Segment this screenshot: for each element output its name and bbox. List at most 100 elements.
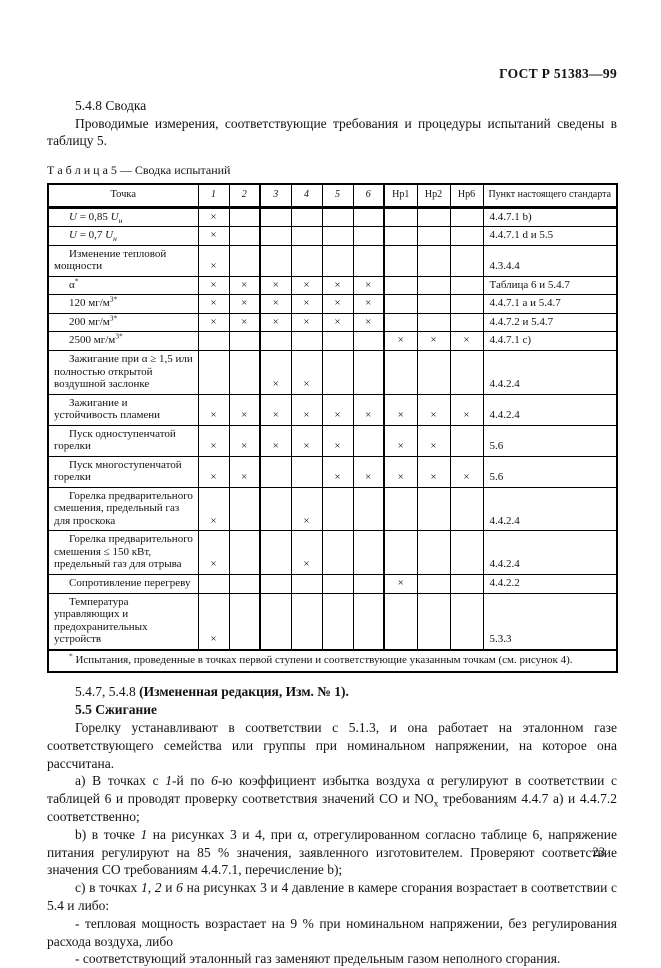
mark-cell: × — [290, 294, 323, 314]
column-header-2: 2 — [228, 183, 261, 209]
empty-cell — [449, 350, 484, 395]
empty-cell — [228, 226, 261, 246]
table-row: Горелка предварительного смешения ≤ 150 … — [47, 530, 618, 575]
row-clause: 4.4.7.2 и 5.4.7 — [482, 312, 618, 333]
row-label: 2500 мг/м3* — [47, 331, 199, 352]
empty-cell — [321, 530, 354, 575]
empty-cell — [352, 331, 385, 352]
empty-cell — [383, 312, 418, 333]
empty-cell — [259, 206, 292, 228]
row-label: 200 мг/м3* — [47, 312, 199, 333]
empty-cell — [383, 294, 418, 314]
empty-cell — [352, 530, 385, 575]
table-row: Горелка предварительного смешения, преде… — [47, 486, 618, 532]
empty-cell — [449, 312, 484, 333]
column-header-Нр2: Нр2 — [416, 183, 451, 209]
mark-cell: × — [449, 393, 484, 426]
column-header-point: Точка — [47, 183, 199, 209]
empty-cell — [449, 573, 484, 594]
mark-cell: × — [259, 424, 292, 457]
table-caption: Т а б л и ц а 5 — Сводка испытаний — [47, 163, 231, 178]
mark-cell: × — [290, 486, 323, 532]
mark-cell: × — [290, 424, 323, 457]
amendment-refs: 5.4.7, 5.4.8 — [75, 683, 140, 699]
table-row: Температура управляющих и предохранитель… — [47, 592, 618, 651]
row-clause: 5.6 — [482, 424, 618, 457]
mark-cell: × — [197, 530, 230, 575]
row-label: Изменение тепловой мощности — [47, 244, 199, 277]
body-paragraph: а) В точках с 1-й по 6-ю коэффициент изб… — [47, 773, 617, 824]
body-paragraphs: Горелку устанавливают в соответствии с 5… — [47, 719, 617, 968]
mark-cell: × — [197, 206, 230, 228]
mark-cell: × — [197, 424, 230, 457]
mark-cell: × — [290, 530, 323, 575]
row-label: U = 0,7 Uн — [47, 226, 199, 246]
mark-cell: × — [352, 455, 385, 488]
mark-cell: × — [290, 350, 323, 395]
mark-cell: × — [449, 455, 484, 488]
mark-cell: × — [352, 393, 385, 426]
empty-cell — [228, 206, 261, 228]
table-header-row: Точка 1 2 3 4 5 6 Нр1 Нр2 Нр6 Пункт настоящего ста… — [47, 183, 618, 209]
table-row: 120 мг/м3* × × × × × × 4.4.7.1 а и 5.4.7 — [47, 294, 618, 314]
empty-cell — [416, 226, 451, 246]
row-clause: 4.4.7.1 d и 5.5 — [482, 226, 618, 246]
empty-cell — [290, 573, 323, 594]
mark-cell: × — [197, 455, 230, 488]
empty-cell — [352, 226, 385, 246]
empty-cell — [352, 206, 385, 228]
empty-cell — [416, 486, 451, 532]
mark-cell: × — [228, 424, 261, 457]
empty-cell — [290, 455, 323, 488]
mark-cell: × — [197, 393, 230, 426]
empty-cell — [352, 486, 385, 532]
empty-cell — [352, 244, 385, 277]
empty-cell — [321, 206, 354, 228]
empty-cell — [290, 331, 323, 352]
empty-cell — [416, 592, 451, 651]
row-label: Зажигание при α ≥ 1,5 или полностью откр… — [47, 350, 199, 395]
empty-cell — [383, 486, 418, 532]
body-paragraph: Горелку устанавливают в соответствии с 5… — [47, 719, 617, 771]
empty-cell — [449, 226, 484, 246]
empty-cell — [321, 331, 354, 352]
mark-cell: × — [383, 393, 418, 426]
empty-cell — [321, 573, 354, 594]
mark-cell: × — [228, 312, 261, 333]
empty-cell — [449, 275, 484, 296]
empty-cell — [290, 206, 323, 228]
amendment-line: 5.4.7, 5.4.8 (Измененная редакция, Изм. … — [47, 683, 617, 701]
row-label: Пуск одноступенчатой горелки — [47, 424, 199, 457]
mark-cell: × — [228, 275, 261, 296]
table-row: Пуск многоступенчатой горелки × × × × × × × 5.6 — [47, 455, 618, 488]
mark-cell: × — [290, 312, 323, 333]
mark-cell: × — [197, 275, 230, 296]
table-footnote: * Испытания, проведенные в точках первой… — [47, 648, 618, 673]
empty-cell — [228, 350, 261, 395]
mark-cell: × — [383, 455, 418, 488]
empty-cell — [197, 331, 230, 352]
table-row: Зажигание при α ≥ 1,5 или полностью откр… — [47, 350, 618, 395]
mark-cell: × — [197, 294, 230, 314]
empty-cell — [352, 573, 385, 594]
intro-paragraph: Проводимые измерения, соответствующие тр… — [47, 115, 617, 149]
row-clause: 4.4.2.4 — [482, 393, 618, 426]
empty-cell — [416, 244, 451, 277]
section-heading: 5.4.8 Сводка — [75, 98, 147, 113]
empty-cell — [259, 573, 292, 594]
empty-cell — [383, 275, 418, 296]
empty-cell — [416, 206, 451, 228]
table-row: U = 0,7 Uн × 4.4.7.1 d и 5.5 — [47, 226, 618, 246]
empty-cell — [228, 573, 261, 594]
mark-cell: × — [321, 294, 354, 314]
empty-cell — [197, 573, 230, 594]
table-row: U = 0,85 Uн × 4.4.7.1 b) — [47, 206, 618, 228]
empty-cell — [449, 486, 484, 532]
row-clause: 4.4.7.1 b) — [482, 206, 618, 228]
row-label: Горелка предварительного смешения ≤ 150 … — [47, 530, 199, 575]
amendment-note: (Измененная редакция, Изм. № 1). — [139, 683, 349, 699]
mark-cell: × — [416, 331, 451, 352]
mark-cell: × — [197, 592, 230, 651]
empty-cell — [449, 294, 484, 314]
mark-cell: × — [352, 294, 385, 314]
